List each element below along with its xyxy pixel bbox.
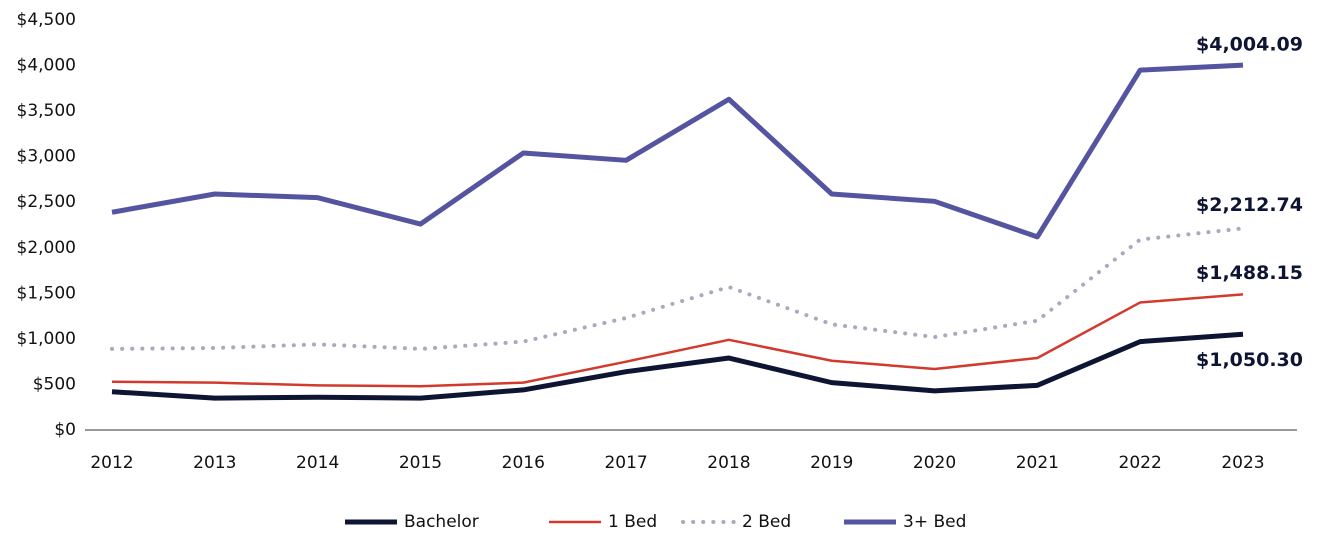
- value-label: $1,488.15: [1196, 262, 1303, 284]
- value-label: $4,004.09: [1196, 34, 1303, 56]
- y-tick-label: $3,500: [17, 101, 76, 121]
- x-tick-label: 2022: [1119, 453, 1162, 473]
- x-tick-label: 2017: [604, 453, 647, 473]
- y-tick-label: $1,000: [17, 329, 76, 349]
- y-tick-label: $4,000: [17, 56, 76, 76]
- series-line: [111, 62, 1244, 240]
- legend-label: 3+ Bed: [903, 512, 966, 532]
- series-line: [111, 293, 1244, 388]
- value-label: $2,212.74: [1196, 194, 1303, 216]
- legend-label: 1 Bed: [608, 512, 657, 532]
- y-tick-label: $2,000: [17, 238, 76, 258]
- x-tick-label: 2016: [502, 453, 545, 473]
- x-tick-label: 2018: [707, 453, 750, 473]
- x-tick-label: 2023: [1221, 453, 1264, 473]
- series-line: [111, 331, 1244, 401]
- series-line: [110, 226, 1245, 351]
- x-tick-label: 2012: [90, 453, 133, 473]
- value-label: $1,050.30: [1196, 349, 1303, 371]
- legend-label: 2 Bed: [742, 512, 791, 532]
- x-tick-label: 2021: [1016, 453, 1059, 473]
- x-tick-label: 2014: [296, 453, 339, 473]
- y-tick-label: $500: [33, 374, 76, 394]
- x-tick-label: 2013: [193, 453, 236, 473]
- y-tick-label: $1,500: [17, 283, 76, 303]
- y-tick-label: $0: [54, 420, 76, 440]
- x-tick-label: 2015: [399, 453, 442, 473]
- x-tick-label: 2019: [810, 453, 853, 473]
- y-tick-label: $3,000: [17, 147, 76, 167]
- x-tick-label: 2020: [913, 453, 956, 473]
- y-tick-label: $2,500: [17, 192, 76, 212]
- y-tick-label: $4,500: [17, 10, 76, 30]
- legend-label: Bachelor: [404, 512, 479, 532]
